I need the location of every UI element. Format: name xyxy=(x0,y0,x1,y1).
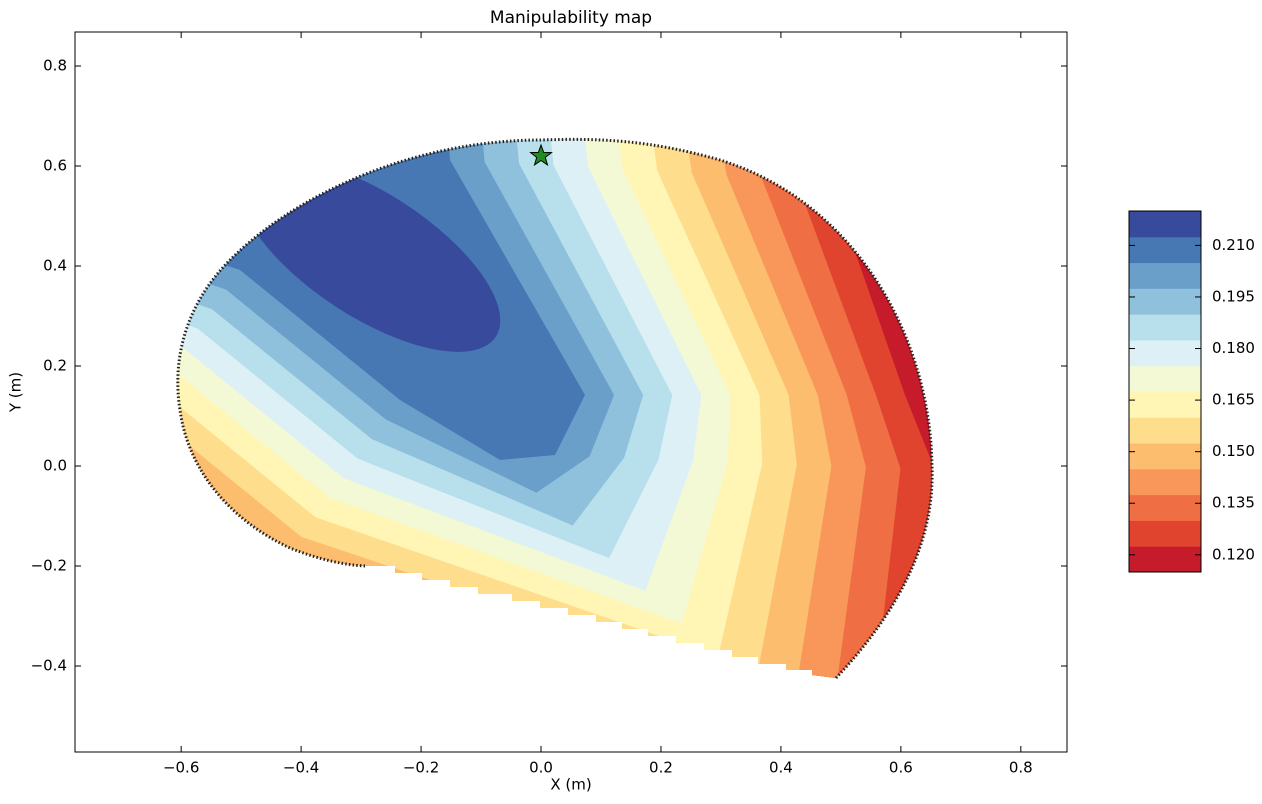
colorbar-band xyxy=(1129,391,1201,418)
x-tick-label: 0.8 xyxy=(1009,759,1033,777)
plot-frame xyxy=(74,31,1068,753)
colorbar-band xyxy=(1129,211,1201,238)
colorbar-band xyxy=(1129,494,1201,521)
colorbar-band xyxy=(1129,443,1201,470)
y-tick-label: 0.4 xyxy=(43,257,67,275)
x-tick-label: 0.2 xyxy=(649,759,673,777)
x-tick-label: −0.6 xyxy=(163,759,199,777)
x-tick-label: 0.6 xyxy=(889,759,913,777)
colorbar-tick-label: 0.120 xyxy=(1212,545,1255,563)
y-axis-label: Y (m) xyxy=(7,372,25,413)
colorbar-tick-label: 0.135 xyxy=(1212,494,1255,512)
y-tick-label: −0.2 xyxy=(31,557,67,575)
colorbar-tick-label: 0.210 xyxy=(1212,236,1255,254)
chart-title: Manipulability map xyxy=(490,8,652,28)
colorbar-band xyxy=(1129,546,1201,573)
colorbar-tick-label: 0.180 xyxy=(1212,339,1255,357)
y-tick-label: 0.6 xyxy=(43,157,67,175)
x-tick-label: −0.4 xyxy=(283,759,319,777)
colorbar-band xyxy=(1129,236,1201,264)
colorbar-band xyxy=(1129,288,1201,315)
colorbar-band xyxy=(1129,365,1201,392)
colorbar-band xyxy=(1129,468,1201,496)
y-tick-label: 0.0 xyxy=(43,457,67,475)
colorbar-tick-label: 0.195 xyxy=(1212,287,1255,305)
colorbar-band xyxy=(1129,417,1201,444)
contour-core xyxy=(239,158,501,352)
target-marker xyxy=(529,143,553,167)
x-tick-label: 0.0 xyxy=(529,759,553,777)
y-tick-label: −0.4 xyxy=(31,657,67,675)
colorbar-frame xyxy=(1128,210,1202,573)
y-tick-label: 0.8 xyxy=(43,57,67,75)
colorbar-band xyxy=(1129,262,1201,289)
colorbar-tick-label: 0.150 xyxy=(1212,442,1255,460)
x-axis-label: X (m) xyxy=(550,776,591,794)
x-tick-label: −0.2 xyxy=(403,759,439,777)
contour-map xyxy=(177,139,933,678)
y-tick-label: 0.2 xyxy=(43,357,67,375)
colorbar-tick-label: 0.165 xyxy=(1212,391,1255,409)
x-tick-label: 0.4 xyxy=(769,759,793,777)
colorbar-band xyxy=(1129,520,1201,547)
colorbar-band xyxy=(1129,339,1201,367)
colorbar-band xyxy=(1129,314,1201,341)
